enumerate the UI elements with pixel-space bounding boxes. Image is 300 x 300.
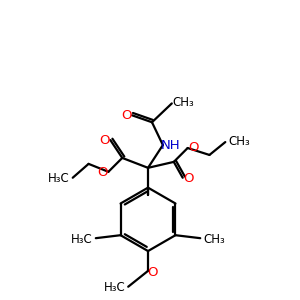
Text: H₃C: H₃C — [71, 233, 93, 246]
Text: H₃C: H₃C — [48, 172, 70, 185]
Text: O: O — [183, 172, 194, 185]
Text: O: O — [148, 266, 158, 279]
Text: O: O — [97, 166, 108, 179]
Text: O: O — [99, 134, 110, 147]
Text: O: O — [121, 109, 131, 122]
Text: H₃C: H₃C — [103, 281, 125, 294]
Text: CH₃: CH₃ — [203, 233, 225, 246]
Text: NH: NH — [161, 139, 181, 152]
Text: CH₃: CH₃ — [228, 135, 250, 148]
Text: O: O — [188, 140, 199, 154]
Text: CH₃: CH₃ — [173, 96, 195, 109]
